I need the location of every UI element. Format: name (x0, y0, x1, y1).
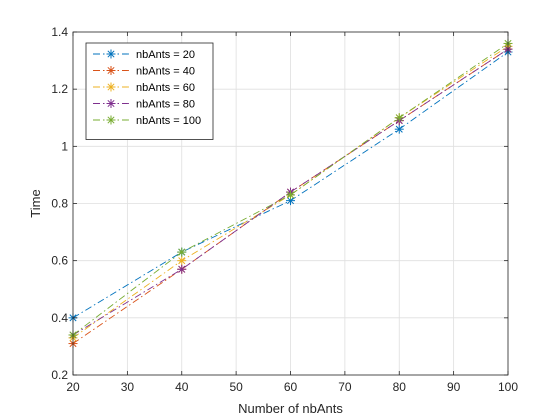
data-point-s5-4 (395, 113, 404, 122)
x-tick-label: 100 (498, 380, 518, 394)
y-tick-label: 0.4 (51, 311, 68, 325)
legend-swatch-marker (107, 99, 116, 108)
x-tick-label: 50 (229, 380, 243, 394)
data-point-s3-2 (177, 256, 186, 265)
legend-swatch-marker (107, 66, 116, 75)
legend-label: nbAnts = 40 (136, 66, 195, 78)
x-tick-label: 80 (393, 380, 407, 394)
legend-swatch-marker (107, 116, 116, 125)
x-tick-label: 20 (66, 380, 80, 394)
legend-swatch-marker (107, 50, 116, 59)
y-tick-label: 1 (61, 139, 68, 153)
x-axis-label: Number of nbAnts (238, 401, 343, 416)
x-tick-label: 60 (284, 380, 298, 394)
x-tick-label: 70 (338, 380, 352, 394)
y-tick-label: 1.2 (51, 82, 68, 96)
legend-label: nbAnts = 100 (136, 115, 201, 127)
x-tick-label: 90 (447, 380, 461, 394)
data-point-s5-3 (286, 190, 295, 199)
y-tick-label: 1.4 (51, 25, 68, 39)
legend-label: nbAnts = 60 (136, 82, 195, 94)
y-tick-label: 0.2 (51, 368, 68, 382)
legend-swatch-marker (107, 83, 116, 92)
y-axis-label: Time (28, 189, 43, 217)
x-tick-label: 40 (175, 380, 189, 394)
x-tick-label: 30 (121, 380, 135, 394)
legend: nbAnts = 20 nbAnts = 40 nbAnts = 60 nbAnts … (86, 43, 213, 140)
legend-label: nbAnts = 80 (136, 99, 195, 111)
legend-label: nbAnts = 20 (136, 49, 195, 61)
data-point-s1-4 (395, 125, 404, 134)
y-tick-label: 0.8 (51, 197, 68, 211)
data-point-s5-2 (177, 248, 186, 257)
data-point-s4-2 (177, 265, 186, 274)
y-tick-label: 0.6 (51, 254, 68, 268)
